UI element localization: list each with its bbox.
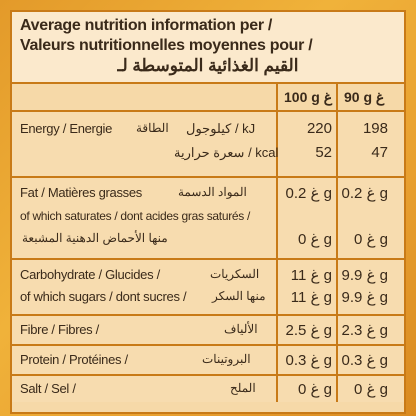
column-100g: 100 g غ [284, 89, 333, 105]
sugars-100g: 11 غ g [290, 289, 332, 306]
saturates-90g: 0 غ g [354, 231, 388, 248]
energy-section: Energy / Energie الطاقة كيلوجول / kJ 220… [12, 112, 404, 178]
saturates-label: of which saturates / dont acides gras sa… [20, 209, 251, 223]
energy-unit-kcal: سعرة حرارية / kcal [174, 145, 279, 160]
header-english: Average nutrition information per / [20, 17, 273, 34]
fat-section: Fat / Matières grasses المواد الدسمة 0.2… [12, 178, 404, 260]
salt-arabic: الملح [230, 381, 256, 395]
sugars-arabic: منها السكر [212, 289, 266, 303]
saturates-arabic: منها الأحماض الدهنية المشبعة [22, 231, 168, 245]
sugars-label: of which sugars / dont sucres / [20, 289, 187, 304]
carbohydrate-label: Carbohydrate / Glucides / [20, 267, 160, 282]
header-arabic: القيم الغذائية المتوسطة لـ [117, 56, 299, 75]
fat-100g: 0.2 غ g [285, 185, 333, 202]
carbohydrate-arabic: السكريات [210, 267, 260, 281]
energy-kj-100g: 220 [306, 120, 332, 137]
protein-90g: 0.3 غ g [341, 352, 389, 369]
protein-100g: 0.3 غ g [285, 352, 333, 369]
salt-90g: 0 غ g [354, 381, 388, 398]
carbohydrate-90g: 9.9 غ g [341, 267, 389, 284]
table-header: Average nutrition information per / Vale… [12, 12, 404, 84]
energy-kj-90g: 198 [362, 120, 388, 137]
energy-arabic: الطاقة [136, 121, 169, 135]
fibre-100g: 2.5 غ g [285, 322, 333, 339]
column-90g: 90 g غ [344, 89, 385, 105]
column-headers: 100 g غ 90 g غ [12, 84, 404, 112]
energy-kcal-90g: 47 [371, 144, 388, 161]
fat-90g: 0.2 غ g [341, 185, 389, 202]
fibre-arabic: الألياف [224, 322, 258, 336]
salt-100g: 0 غ g [298, 381, 332, 398]
fibre-label: Fibre / Fibres / [20, 322, 99, 337]
nutrition-table: Average nutrition information per / Vale… [10, 10, 406, 414]
fat-arabic: المواد الدسمة [178, 185, 247, 199]
header-french: Valeurs nutritionnelles moyennes pour / [20, 37, 313, 54]
protein-section: Protein / Protéines / البروتينات 0.3 غ g… [12, 346, 404, 376]
carbohydrate-section: Carbohydrate / Glucides / السكريات 11 غ … [12, 260, 404, 316]
fat-label: Fat / Matières grasses [20, 185, 142, 200]
fibre-90g: 2.3 غ g [341, 322, 389, 339]
carbohydrate-100g: 11 غ g [290, 267, 332, 284]
sugars-90g: 9.9 غ g [341, 289, 389, 306]
energy-unit-kj: كيلوجول / kJ [186, 121, 256, 136]
protein-label: Protein / Protéines / [20, 352, 128, 367]
energy-kcal-100g: 52 [315, 144, 332, 161]
salt-label: Salt / Sel / [20, 381, 76, 396]
fibre-section: Fibre / Fibres / الألياف 2.5 غ g 2.3 غ g [12, 316, 404, 346]
energy-label: Energy / Energie [20, 121, 113, 136]
protein-arabic: البروتينات [202, 352, 251, 366]
salt-section: Salt / Sel / الملح 0 غ g 0 غ g [12, 376, 404, 402]
saturates-100g: 0 غ g [298, 231, 332, 248]
